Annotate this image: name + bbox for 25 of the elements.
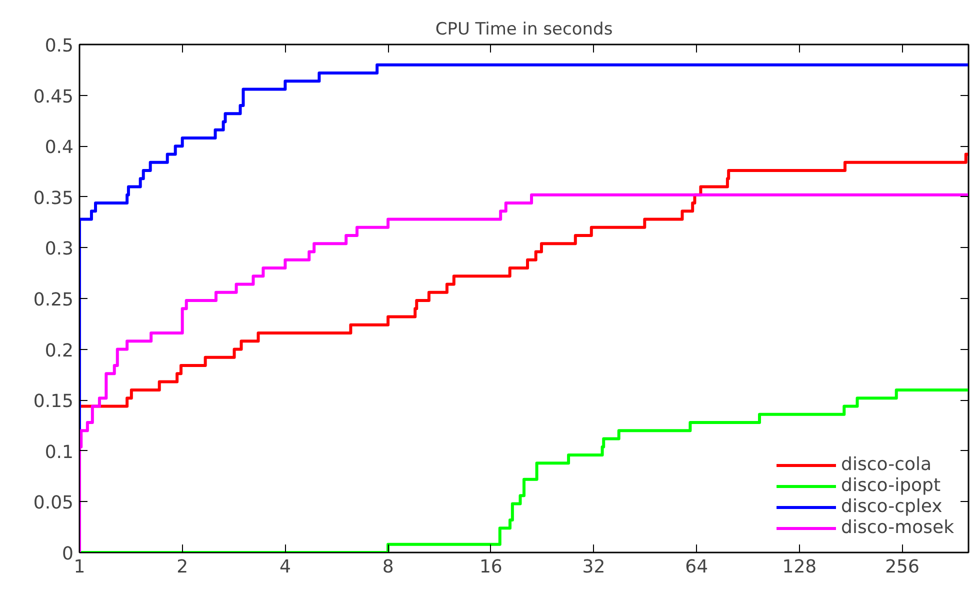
legend-label: disco-cplex (841, 496, 942, 517)
y-tick-label: 0.4 (44, 137, 74, 158)
x-tick-label: 32 (582, 556, 606, 578)
y-tick-label: 0.35 (33, 188, 74, 209)
y-tick-label: 0.3 (44, 238, 74, 260)
x-tick-label: 8 (382, 556, 394, 578)
y-tick-label: 0.25 (33, 290, 74, 310)
y-tick-label: 0 (62, 544, 74, 564)
y-tick-label: 0.2 (44, 340, 74, 362)
x-tick-label: 1 (74, 556, 86, 578)
y-tick-label: 0.45 (33, 86, 74, 108)
x-tick-label: 4 (279, 556, 291, 578)
x-tick-label: 2 (176, 556, 188, 578)
y-tick-label: 0.15 (33, 391, 74, 412)
chart-title: CPU Time in seconds (435, 20, 613, 40)
y-tick-label: 0.05 (33, 492, 74, 514)
y-tick-label: 0.5 (44, 36, 74, 56)
y-tick-label: 0.1 (44, 442, 74, 463)
legend-label: disco-cola (841, 454, 932, 475)
x-tick-label: 128 (782, 556, 817, 578)
x-tick-label: 256 (885, 556, 920, 578)
x-tick-label: 64 (685, 556, 708, 578)
x-tick-label: 16 (479, 556, 502, 578)
legend-label: disco-ipopt (841, 475, 940, 496)
legend-label: disco-mosek (841, 517, 954, 538)
